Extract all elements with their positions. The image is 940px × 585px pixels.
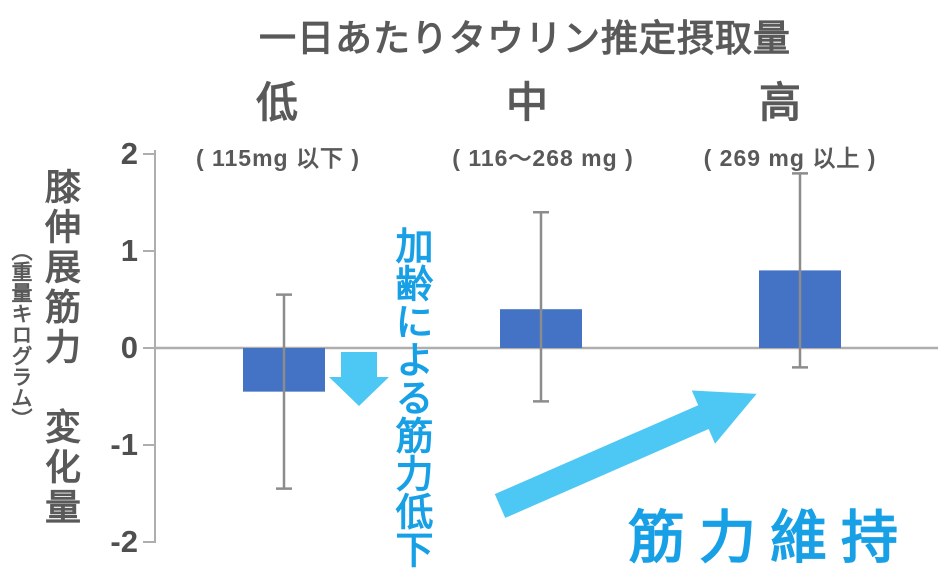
y-tick-label-2: 2 <box>120 136 138 171</box>
category-label-mid: 中 <box>505 79 548 126</box>
error-bar-high <box>792 172 808 369</box>
y-axis-ticks <box>143 153 156 543</box>
chart-title: 一日あたりタウリン推定摂取量 <box>259 18 791 59</box>
y-axis-unit: （重量キログラム） <box>9 240 32 429</box>
category-label-low: 低 <box>255 79 298 126</box>
y-tick-label-0: 0 <box>120 330 138 365</box>
decline-annotation: 加齢による筋力低下 <box>389 226 431 568</box>
category-range-low: ( 115mg 以下 ) <box>195 145 361 171</box>
maintain-annotation: 筋力維持 <box>628 506 912 570</box>
error-bar-low <box>276 293 292 490</box>
y-axis-title: 膝伸展筋力 変化量 <box>40 168 81 528</box>
decline-arrow-icon <box>329 352 389 406</box>
y-tick-label-minus1: -1 <box>110 427 138 462</box>
category-range-mid: ( 116～268 mg ) <box>452 145 634 171</box>
y-tick-label-1: 1 <box>120 233 138 268</box>
error-bar-mid <box>533 210 549 403</box>
y-tick-label-minus2: -2 <box>110 524 138 559</box>
category-label-high: 高 <box>758 79 801 126</box>
maintain-arrow-icon <box>494 390 757 518</box>
category-range-high: ( 269 mg 以上 ) <box>703 145 877 171</box>
